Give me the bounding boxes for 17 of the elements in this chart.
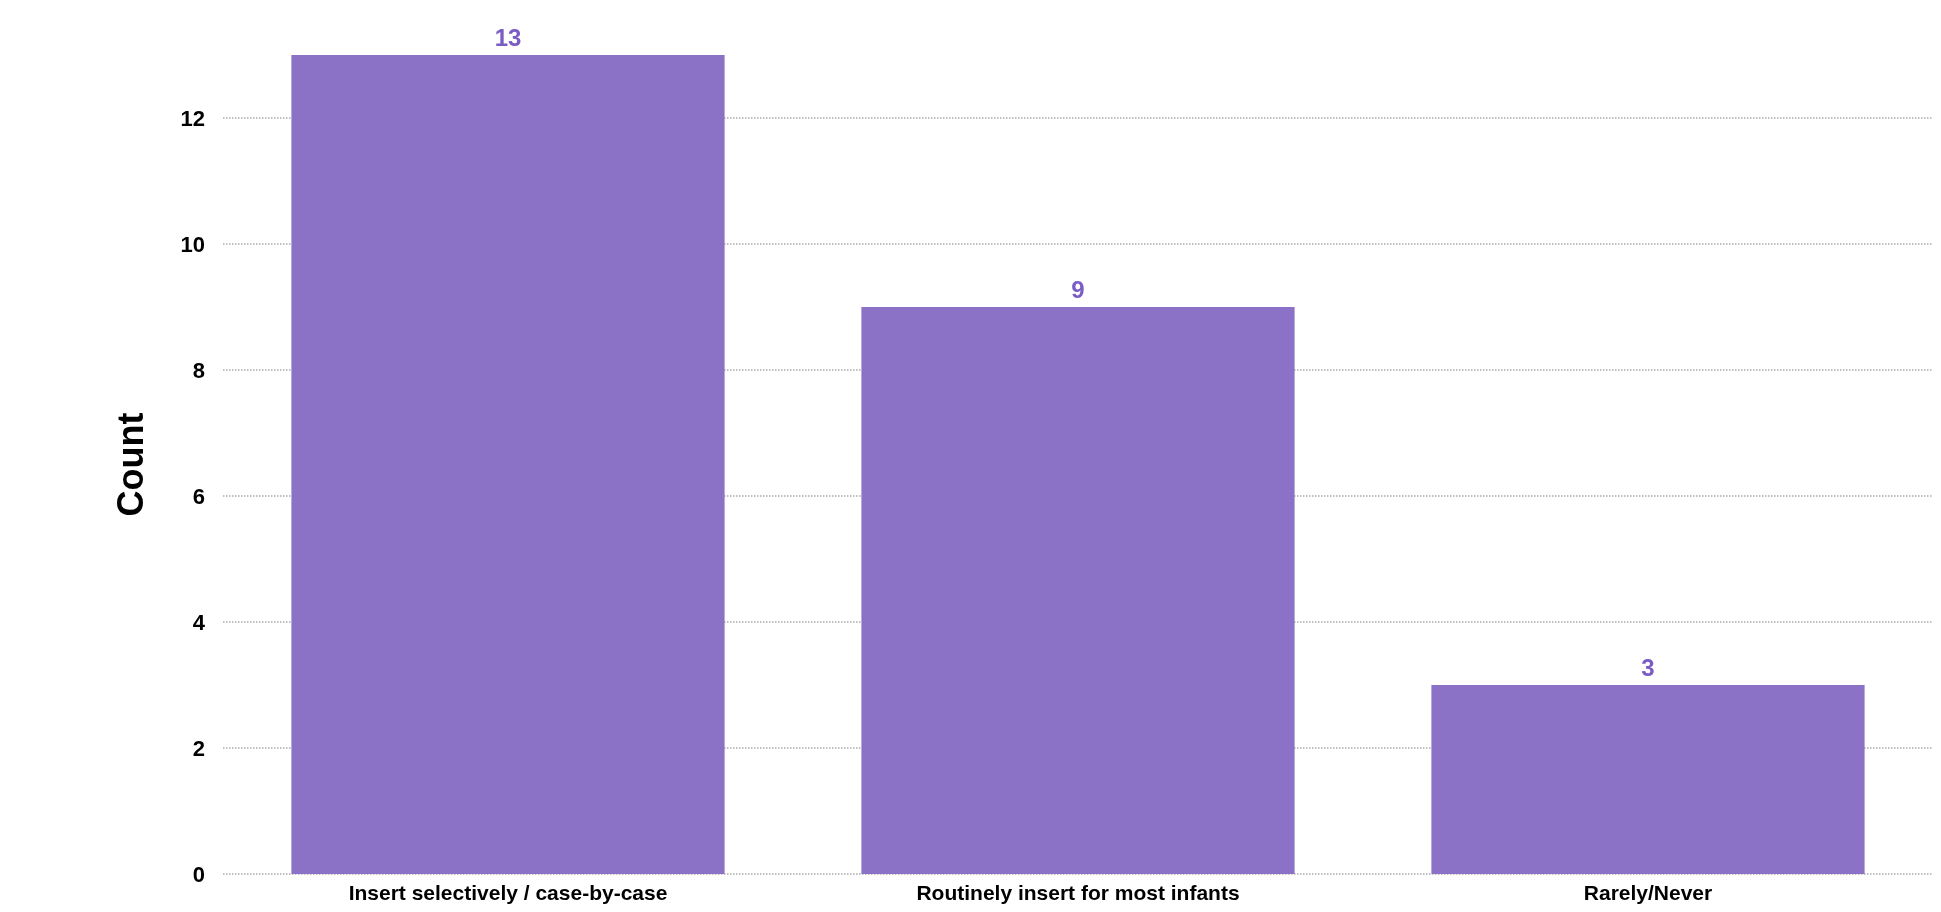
data-label: 13 — [494, 23, 522, 51]
x-tick-label: Routinely insert for most infants — [916, 881, 1240, 904]
y-tick-label: 10 — [180, 231, 205, 257]
y-tick-label: 8 — [192, 357, 205, 383]
x-tick-label: Rarely/Never — [1583, 881, 1713, 904]
y-tick-label: 12 — [180, 105, 205, 131]
x-tick-label: Insert selectively / case-by-case — [348, 881, 668, 904]
data-label: 3 — [1641, 653, 1655, 681]
y-axis-title: Count — [109, 412, 151, 517]
bar — [1431, 685, 1865, 874]
data-label: 9 — [1071, 275, 1085, 303]
bar — [291, 55, 725, 874]
y-tick-label: 6 — [192, 483, 205, 509]
y-tick-label: 0 — [192, 861, 205, 887]
y-tick-label: 4 — [192, 609, 206, 635]
y-tick-label: 2 — [192, 735, 205, 761]
bar — [861, 307, 1295, 874]
